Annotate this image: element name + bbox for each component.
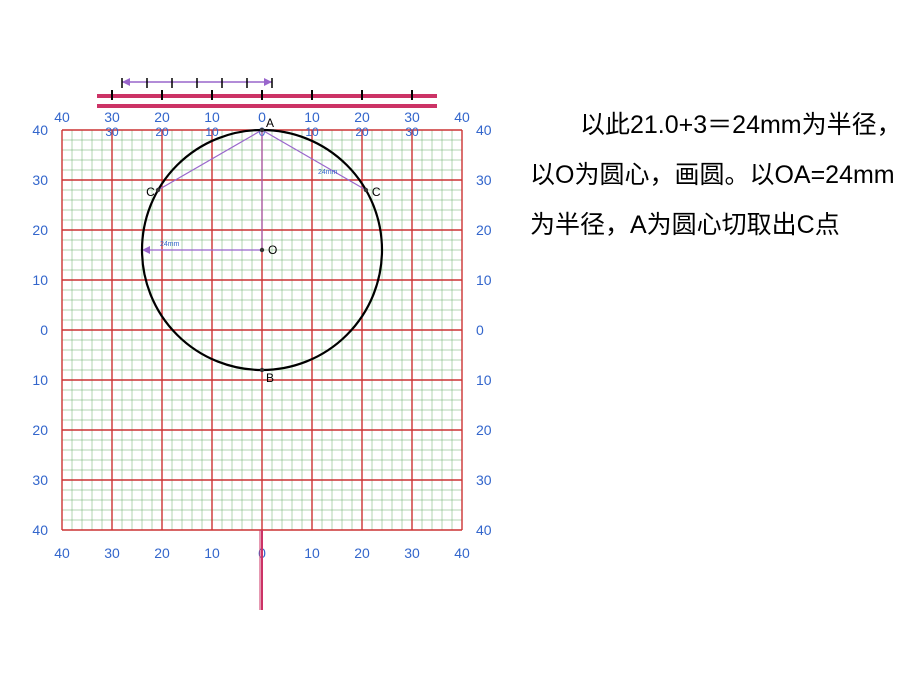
svg-text:20: 20: [354, 545, 370, 561]
svg-text:10: 10: [476, 372, 492, 388]
svg-text:10: 10: [305, 125, 319, 139]
svg-text:30: 30: [105, 125, 119, 139]
svg-text:10: 10: [205, 125, 219, 139]
svg-text:10: 10: [304, 109, 320, 125]
svg-text:30: 30: [404, 545, 420, 561]
svg-text:20: 20: [32, 422, 48, 438]
svg-text:30: 30: [404, 109, 420, 125]
svg-text:30: 30: [405, 125, 419, 139]
svg-text:A: A: [266, 116, 274, 130]
svg-text:40: 40: [454, 109, 470, 125]
svg-text:40: 40: [454, 545, 470, 561]
svg-text:10: 10: [32, 372, 48, 388]
svg-text:0: 0: [258, 109, 266, 125]
svg-text:10: 10: [204, 545, 220, 561]
svg-text:30: 30: [32, 472, 48, 488]
svg-text:0: 0: [40, 322, 48, 338]
svg-text:10: 10: [204, 109, 220, 125]
svg-text:40: 40: [32, 122, 48, 138]
svg-text:30: 30: [476, 472, 492, 488]
svg-text:30: 30: [32, 172, 48, 188]
svg-text:20: 20: [154, 109, 170, 125]
svg-text:40: 40: [54, 109, 70, 125]
svg-text:20: 20: [32, 222, 48, 238]
svg-text:20: 20: [154, 545, 170, 561]
svg-text:B: B: [266, 371, 274, 385]
svg-text:24mm: 24mm: [160, 241, 180, 248]
svg-text:10: 10: [476, 272, 492, 288]
svg-text:20: 20: [476, 222, 492, 238]
svg-text:40: 40: [32, 522, 48, 538]
svg-text:20: 20: [476, 422, 492, 438]
instruction-text: 以此21.0+3＝24mm为半径，以O为圆心，画圆。以OA=24mm为半径，A为…: [530, 100, 910, 250]
diagram-svg: 40 30 20 10 0 10 20 30 40 30 20 10 0 10 20 30 40 30 20 10 0 1…: [12, 50, 492, 670]
svg-text:40: 40: [54, 545, 70, 561]
svg-text:10: 10: [32, 272, 48, 288]
instruction-paragraph: 以此21.0+3＝24mm为半径，以O为圆心，画圆。以OA=24mm为半径，A为…: [530, 100, 910, 250]
svg-text:30: 30: [476, 172, 492, 188]
svg-text:10: 10: [304, 545, 320, 561]
svg-text:40: 40: [476, 522, 492, 538]
svg-text:30: 30: [104, 109, 120, 125]
grid-diagram: 40 30 20 10 0 10 20 30 40 30 20 10 0 10 20 30 40 30 20 10 0 1…: [12, 50, 492, 670]
svg-text:40: 40: [476, 122, 492, 138]
svg-text:C: C: [372, 185, 381, 199]
svg-text:C: C: [146, 185, 155, 199]
svg-text:24mm: 24mm: [318, 169, 338, 176]
svg-text:20: 20: [354, 109, 370, 125]
svg-text:0: 0: [476, 322, 484, 338]
svg-text:30: 30: [104, 545, 120, 561]
svg-text:20: 20: [355, 125, 369, 139]
svg-text:20: 20: [155, 125, 169, 139]
svg-text:O: O: [268, 243, 277, 257]
